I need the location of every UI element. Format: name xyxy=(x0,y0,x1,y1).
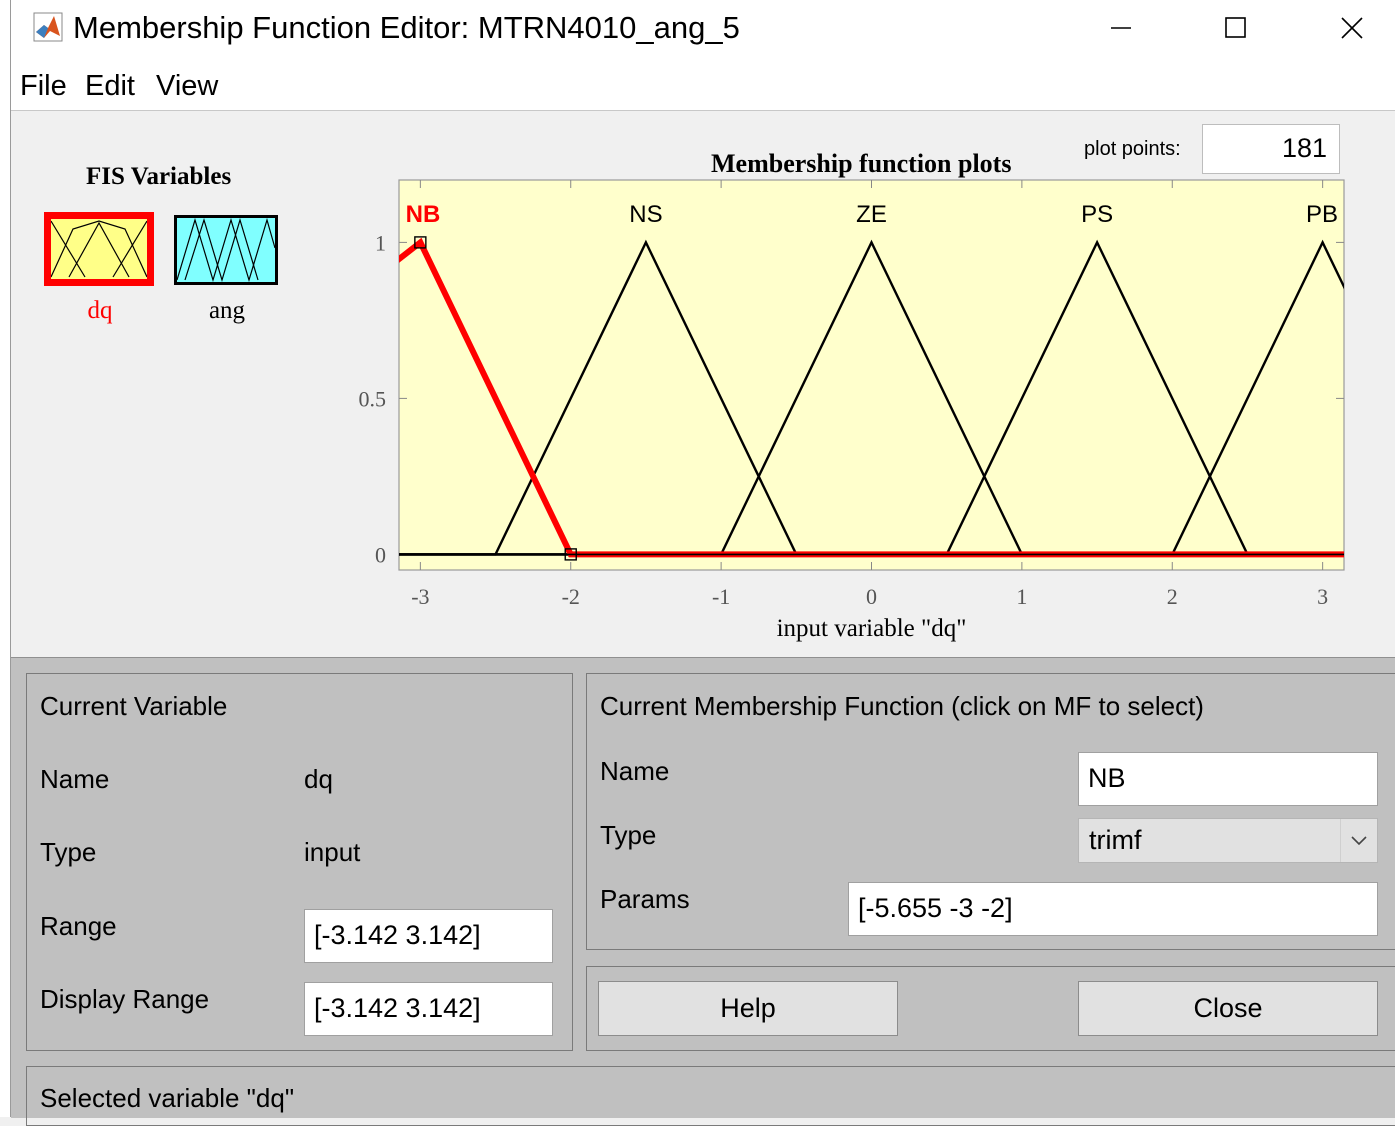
mf-type-label: Type xyxy=(600,820,657,850)
range-label: Range xyxy=(40,911,117,941)
y-tick-label: 1 xyxy=(375,230,386,255)
menu-bar: File Edit View xyxy=(11,56,1395,111)
title-bar: Membership Function Editor: MTRN4010_ang… xyxy=(11,0,1395,56)
x-tick-label: -2 xyxy=(562,584,580,609)
maximize-icon[interactable] xyxy=(1207,8,1263,48)
fis-variable-dq-label: dq xyxy=(87,297,113,324)
mf-type-value: trimf xyxy=(1089,825,1142,855)
mf-vertex-handle xyxy=(414,236,427,249)
fis-variable-ang-label: ang xyxy=(208,297,246,324)
plot-axes xyxy=(398,179,1345,571)
menu-file[interactable]: File xyxy=(20,70,67,102)
variable-type-value: input xyxy=(304,837,361,867)
menu-view[interactable]: View xyxy=(156,70,219,102)
mf-label-ze: ZE xyxy=(856,201,887,228)
help-button[interactable]: Help xyxy=(598,981,898,1036)
x-tick-label: -1 xyxy=(712,584,730,609)
display-range-input[interactable]: [-3.142 3.142] xyxy=(304,982,553,1036)
close-icon[interactable] xyxy=(1324,8,1380,48)
window-title: Membership Function Editor: MTRN4010_ang… xyxy=(73,10,740,45)
current-mf-title: Current Membership Function (click on MF… xyxy=(600,691,1204,721)
menu-edit[interactable]: Edit xyxy=(85,70,135,102)
plot-points-label: plot points: xyxy=(1084,138,1181,160)
status-bar: Selected variable "dq" xyxy=(26,1066,1395,1126)
membership-function-chart[interactable]: -3 -2 -1 0 1 2 3 0 0.5 1 input variable "dq" NB NS ZE… xyxy=(11,111,1395,657)
display-range-label: Display Range xyxy=(40,984,210,1014)
mf-label-ps: PS xyxy=(1081,201,1113,228)
close-button[interactable]: Close xyxy=(1078,981,1378,1036)
fis-variables-title: FIS Variables xyxy=(86,163,232,190)
button-panel: Help Close xyxy=(586,966,1395,1051)
variable-name-value: dq xyxy=(304,764,333,794)
mf-label-pb: PB xyxy=(1306,201,1338,228)
y-tick-label: 0 xyxy=(375,542,386,567)
status-text: Selected variable "dq" xyxy=(40,1083,295,1113)
mf-label-nb: NB xyxy=(406,201,441,228)
variable-type-label: Type xyxy=(40,837,97,867)
mf-vertex-handle xyxy=(564,548,577,561)
fis-variable-ang[interactable] xyxy=(174,215,278,285)
variable-name-label: Name xyxy=(40,764,110,794)
range-input[interactable]: [-3.142 3.142] xyxy=(304,909,553,963)
current-variable-panel: Current Variable Name dq Type input Rang… xyxy=(26,673,573,1051)
mf-params-label: Params xyxy=(600,884,690,914)
plot-area: FIS Variables dq ang Membership function… xyxy=(11,111,1395,657)
plot-title: Membership function plots xyxy=(711,149,1012,178)
output-mf-icon xyxy=(176,217,276,283)
bottom-panel: Current Variable Name dq Type input Rang… xyxy=(11,657,1395,1126)
plot-points-input[interactable]: 181 xyxy=(1202,124,1340,174)
input-mf-icon xyxy=(50,220,148,278)
x-tick-label: 1 xyxy=(1016,584,1027,609)
x-tick-label: 2 xyxy=(1167,584,1178,609)
current-mf-panel: Current Membership Function (click on MF… xyxy=(586,673,1395,950)
mf-name-label: Name xyxy=(600,756,670,786)
mf-type-select[interactable]: trimf xyxy=(1078,818,1378,863)
matlab-logo-icon xyxy=(33,12,63,42)
x-axis-label: input variable "dq" xyxy=(777,615,967,642)
x-tick-label: -3 xyxy=(411,584,429,609)
fis-variable-dq[interactable] xyxy=(44,212,154,286)
minimize-icon[interactable] xyxy=(1093,8,1149,48)
y-tick-label: 0.5 xyxy=(359,386,387,411)
x-tick-label: 3 xyxy=(1317,584,1328,609)
mf-name-input[interactable]: NB xyxy=(1078,752,1378,806)
x-tick-label: 0 xyxy=(866,584,877,609)
current-variable-title: Current Variable xyxy=(40,691,228,721)
mf-params-input[interactable]: [-5.655 -3 -2] xyxy=(848,882,1378,936)
mf-label-ns: NS xyxy=(629,201,662,228)
chevron-down-icon[interactable] xyxy=(1340,819,1377,862)
background-window-edge xyxy=(0,0,11,1117)
